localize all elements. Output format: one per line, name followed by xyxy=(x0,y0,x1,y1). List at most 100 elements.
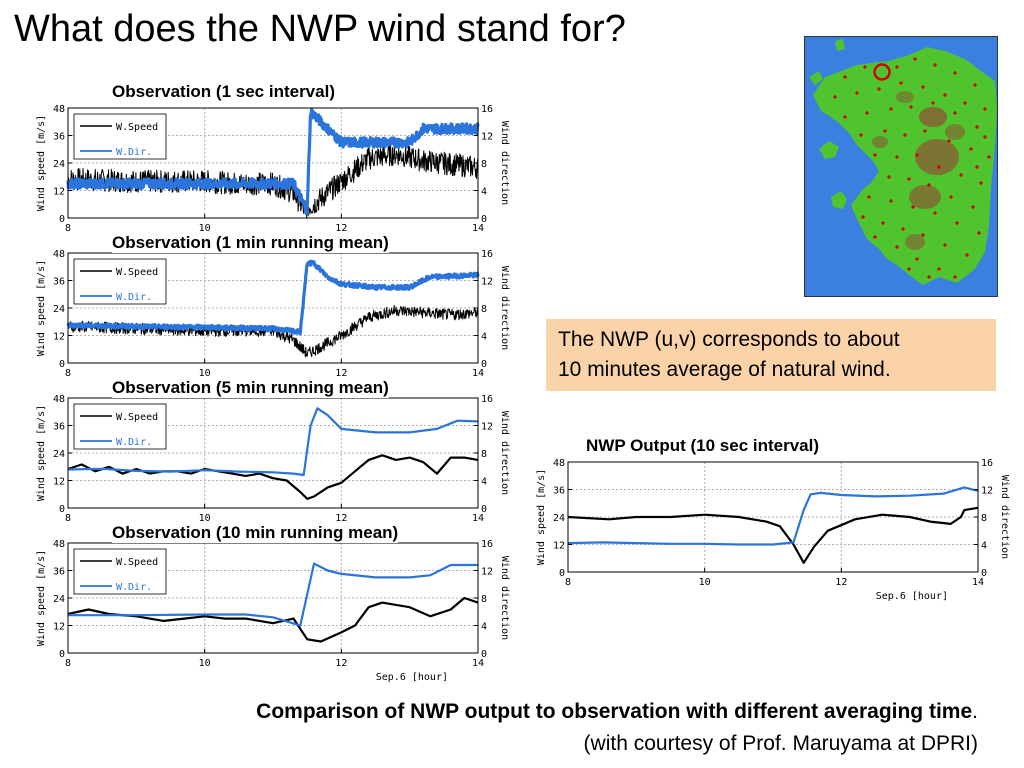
chart-title-nwp-output: NWP Output (10 sec interval) xyxy=(586,436,820,456)
y-tick-label: 24 xyxy=(53,159,65,170)
y2-tick-label: 16 xyxy=(981,458,993,469)
station-dot xyxy=(867,195,871,199)
station-dot xyxy=(927,275,931,279)
station-dot xyxy=(953,111,957,115)
station-dot xyxy=(971,205,975,209)
station-dot xyxy=(873,153,877,157)
x-tick-label: 14 xyxy=(472,658,484,669)
kyushu-map-image xyxy=(805,37,997,296)
y-tick-label: 12 xyxy=(53,477,65,488)
station-dot xyxy=(855,91,859,95)
y2-tick-label: 16 xyxy=(481,249,493,260)
station-dot xyxy=(881,221,885,225)
y-tick-label: 48 xyxy=(553,458,565,469)
station-dot xyxy=(909,105,913,109)
x-tick-label: 12 xyxy=(335,658,347,669)
legend-label: W.Dir. xyxy=(116,582,152,593)
y2-tick-label: 4 xyxy=(481,332,487,343)
station-dot xyxy=(947,139,951,143)
series-line-direction xyxy=(66,259,480,336)
y-axis-label: Wind speed [m/s] xyxy=(36,405,47,501)
station-dot xyxy=(901,227,905,231)
station-dot xyxy=(913,57,917,61)
station-dot xyxy=(963,101,967,105)
y2-tick-label: 4 xyxy=(481,622,487,633)
y2-tick-label: 0 xyxy=(481,649,487,660)
y2-tick-label: 16 xyxy=(481,539,493,550)
station-dot xyxy=(865,111,869,115)
y2-tick-label: 12 xyxy=(481,132,493,143)
y-tick-label: 0 xyxy=(559,568,565,579)
x-tick-label: 8 xyxy=(65,223,71,234)
station-dot xyxy=(873,235,877,239)
y-tick-label: 0 xyxy=(59,504,65,515)
x-tick-label: 14 xyxy=(472,368,484,379)
station-dot xyxy=(907,177,911,181)
y2-tick-label: 0 xyxy=(981,568,987,579)
station-dot xyxy=(983,135,987,139)
note-box: The NWP (u,v) corresponds to about 10 mi… xyxy=(546,319,996,391)
station-dot xyxy=(937,165,941,169)
series-line-speed xyxy=(67,454,479,500)
y-tick-label: 36 xyxy=(553,486,565,497)
station-dot xyxy=(933,63,937,67)
y-tick-label: 48 xyxy=(53,394,65,405)
station-dot xyxy=(895,245,899,249)
y-tick-label: 36 xyxy=(53,567,65,578)
station-dot xyxy=(887,175,891,179)
y-tick-label: 12 xyxy=(53,332,65,343)
y-tick-label: 24 xyxy=(553,513,565,524)
x-tick-label: 14 xyxy=(472,513,484,524)
station-dot xyxy=(953,71,957,75)
x-tick-label: 10 xyxy=(199,223,211,234)
legend-label: W.Dir. xyxy=(116,147,152,158)
y-tick-label: 36 xyxy=(53,422,65,433)
y-tick-label: 48 xyxy=(53,249,65,260)
station-dot xyxy=(921,85,925,89)
x-tick-label: 8 xyxy=(565,577,571,588)
series-line-direction xyxy=(68,562,478,627)
x-tick-label: 12 xyxy=(335,513,347,524)
x-tick-label: 10 xyxy=(199,513,211,524)
station-dot xyxy=(863,65,867,69)
chart-title-obs-1sec: Observation (1 sec interval) xyxy=(112,82,335,102)
station-dot xyxy=(899,81,903,85)
caption-period: . xyxy=(972,700,978,723)
station-dot xyxy=(921,233,925,237)
y-tick-label: 24 xyxy=(53,594,65,605)
station-dot xyxy=(923,129,927,133)
y2-tick-label: 0 xyxy=(481,504,487,515)
legend-label: W.Dir. xyxy=(116,437,152,448)
station-dot xyxy=(943,93,947,97)
station-dot xyxy=(943,243,947,247)
y-tick-label: 12 xyxy=(553,541,565,552)
station-dot xyxy=(953,275,957,279)
station-dot xyxy=(861,215,865,219)
y2-tick-label: 8 xyxy=(981,513,987,524)
station-dot xyxy=(955,221,959,225)
station-dot xyxy=(973,83,977,87)
y-tick-label: 0 xyxy=(59,214,65,225)
x-tick-label: 14 xyxy=(972,577,984,588)
x-axis-label: Sep.6 [hour] xyxy=(376,672,448,683)
y2-tick-label: 16 xyxy=(481,394,493,405)
y-tick-label: 12 xyxy=(53,187,65,198)
y-axis-label: Wind speed [m/s] xyxy=(36,115,47,211)
x-axis-label: Sep.6 [hour] xyxy=(876,591,948,602)
y2-tick-label: 0 xyxy=(481,359,487,370)
chart-title-obs-1min: Observation (1 min running mean) xyxy=(112,233,389,253)
station-dot xyxy=(965,253,969,257)
y-tick-label: 48 xyxy=(53,104,65,115)
station-dot xyxy=(911,205,915,209)
y2-tick-label: 4 xyxy=(481,187,487,198)
station-dot xyxy=(969,147,973,151)
y2-tick-label: 12 xyxy=(481,277,493,288)
station-dot xyxy=(931,101,935,105)
station-dot xyxy=(907,267,911,271)
station-dot xyxy=(927,183,931,187)
x-tick-label: 8 xyxy=(65,368,71,379)
y-tick-label: 12 xyxy=(53,622,65,633)
x-tick-label: 12 xyxy=(835,577,847,588)
